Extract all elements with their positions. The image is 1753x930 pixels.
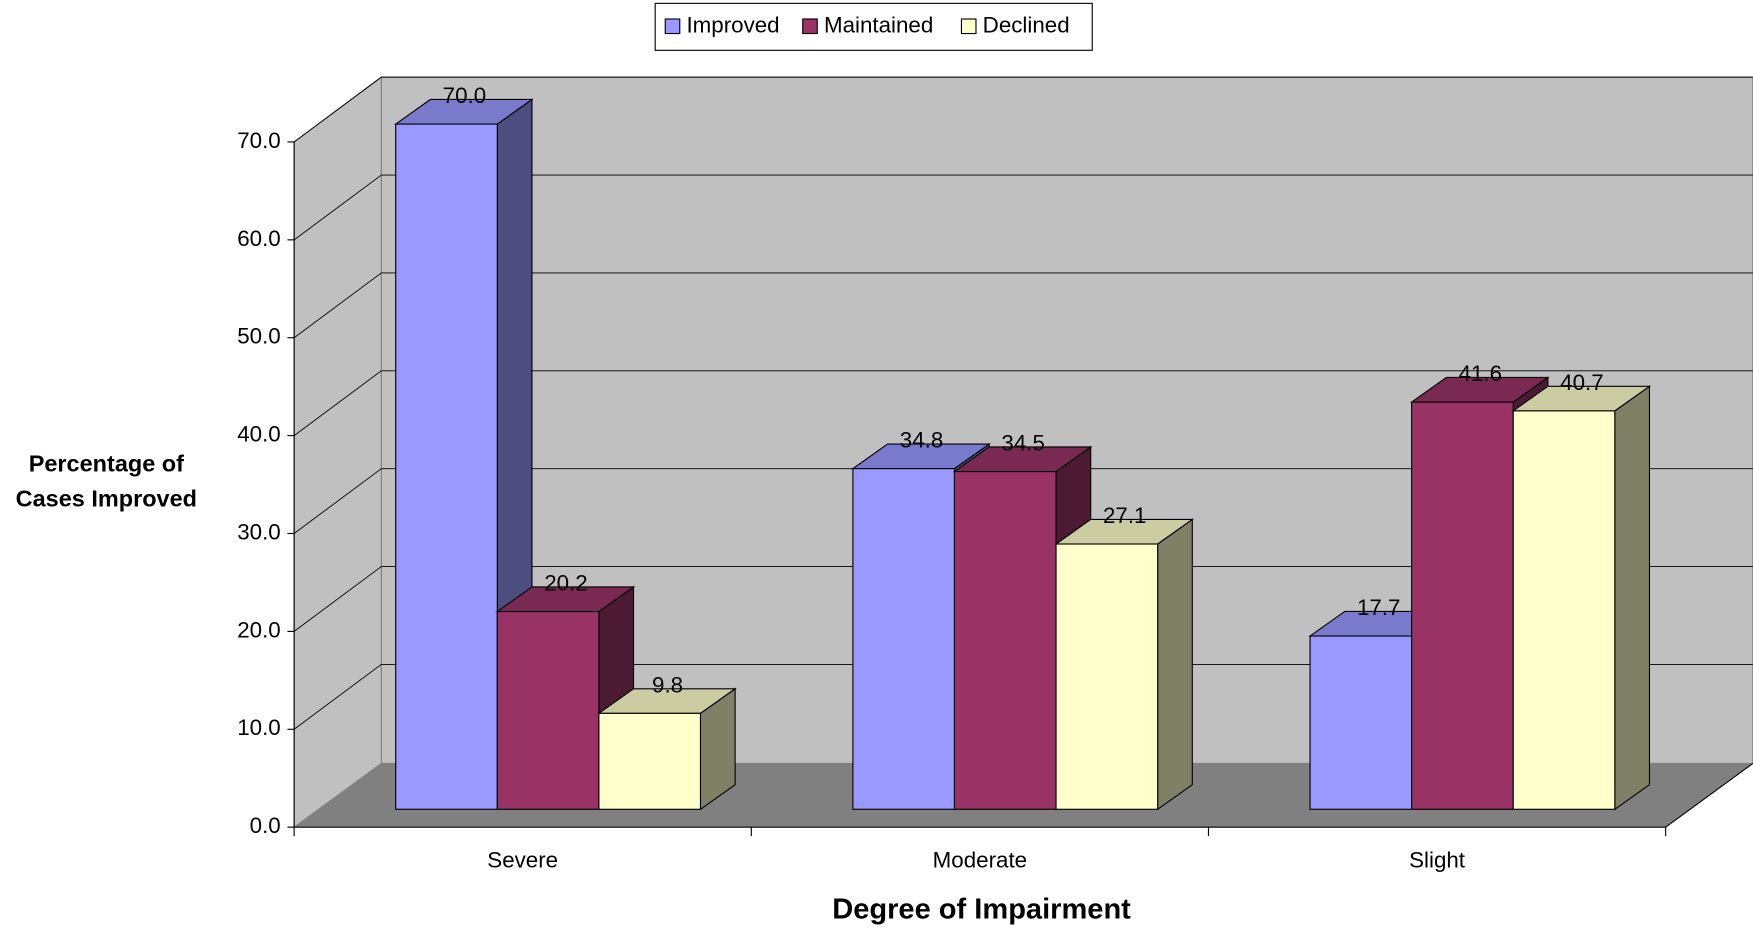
data-label: 70.0 xyxy=(443,83,487,108)
legend-swatch xyxy=(664,18,681,35)
y-axis-title: Percentage of Cases Improved xyxy=(15,451,198,512)
bar-side xyxy=(1614,385,1651,811)
legend-label: Maintained xyxy=(824,13,933,38)
grid-line xyxy=(293,272,1753,339)
y-tick-label: 60.0 xyxy=(237,226,281,251)
legend-label: Declined xyxy=(983,13,1070,38)
y-tick-label: 50.0 xyxy=(237,324,281,349)
data-label: 20.2 xyxy=(544,571,588,596)
legend-swatch xyxy=(802,18,818,35)
side-wall xyxy=(293,76,382,829)
bar xyxy=(1411,401,1514,810)
y-tick-label: 30.0 xyxy=(237,519,281,544)
x-tick-label: Moderate xyxy=(933,848,1027,873)
legend-label: Improved xyxy=(686,13,779,38)
y-axis-title-box: Percentage of Cases Improved xyxy=(15,451,198,512)
y-tick-label: 0.0 xyxy=(250,813,281,838)
bar xyxy=(1512,410,1616,810)
x-tick-label: Slight xyxy=(1409,848,1466,873)
data-label: 34.5 xyxy=(1001,431,1045,456)
grid-line xyxy=(293,663,1753,730)
bar xyxy=(953,471,1057,810)
data-label: 9.8 xyxy=(652,672,683,697)
bar-side xyxy=(1157,518,1193,811)
y-tick-label: 20.0 xyxy=(237,617,281,642)
x-axis-title: Degree of Impairment xyxy=(832,894,1131,926)
grid-line xyxy=(293,76,1753,143)
data-label: 40.7 xyxy=(1560,370,1604,395)
bar xyxy=(1309,635,1413,810)
data-label: 41.6 xyxy=(1459,361,1503,386)
grid-line xyxy=(293,566,1753,632)
x-tick-label: Severe xyxy=(487,848,558,873)
bar xyxy=(852,468,956,810)
grid-line xyxy=(293,370,1753,436)
grid-line xyxy=(293,174,1753,241)
grid-line xyxy=(293,468,1753,534)
y-tick-label: 10.0 xyxy=(237,715,281,740)
data-label: 27.1 xyxy=(1103,503,1147,528)
legend-swatch xyxy=(960,18,977,35)
floor-edge xyxy=(1665,762,1753,828)
data-label: 17.7 xyxy=(1357,595,1401,620)
data-label: 34.8 xyxy=(900,428,944,453)
bar xyxy=(395,123,498,810)
bar xyxy=(1055,543,1159,810)
y-tick-label: 70.0 xyxy=(237,128,281,153)
legend-box xyxy=(654,2,1093,51)
bar xyxy=(598,712,702,810)
bar xyxy=(496,610,600,810)
y-tick-label: 40.0 xyxy=(237,422,281,447)
